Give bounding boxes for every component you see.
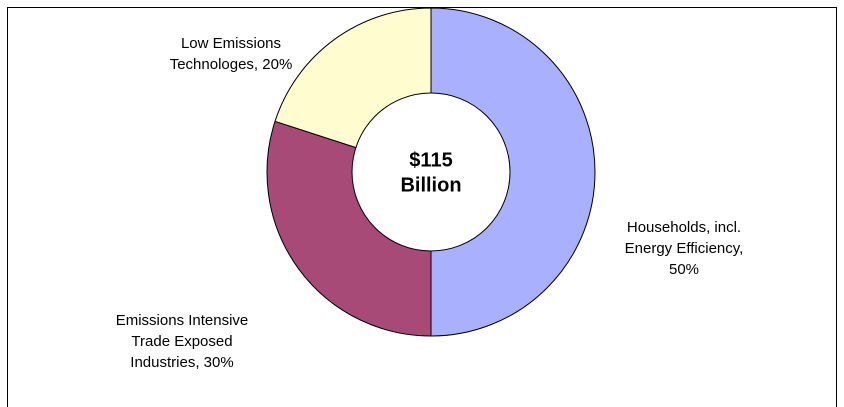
donut-slice-0 <box>430 7 596 337</box>
slice-label-1: Emissions Intensive Trade Exposed Industri… <box>116 312 249 371</box>
slice-label-0: Households, incl. Energy Efficiency, 50% <box>625 219 744 278</box>
center-label: $115 Billion <box>400 150 461 197</box>
slice-labels: Households, incl. Energy Efficiency, 50% Em… <box>116 35 744 371</box>
donut-hole <box>351 92 511 252</box>
slice-label-2: Low Emissions Technologes, 20% <box>170 35 293 73</box>
center-label-line-0: $115 <box>409 150 452 172</box>
center-label-line-1: Billion <box>400 175 461 197</box>
